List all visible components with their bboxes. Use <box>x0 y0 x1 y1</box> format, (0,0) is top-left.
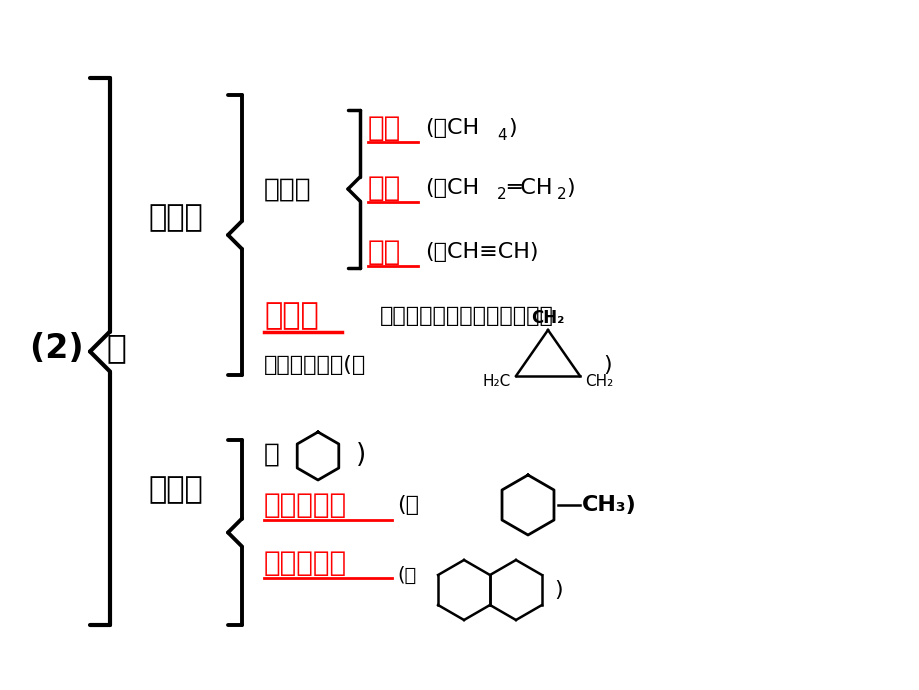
Text: CH₂: CH₂ <box>584 375 613 389</box>
Text: 烷烃: 烷烃 <box>368 114 401 142</box>
Text: (如CH≡CH): (如CH≡CH) <box>425 242 538 262</box>
Text: 2: 2 <box>496 188 506 202</box>
Text: 苯: 苯 <box>264 442 279 468</box>
Text: 环状结构的烃(如: 环状结构的烃(如 <box>264 355 366 375</box>
Text: ): ) <box>565 178 574 198</box>
Text: ): ) <box>356 442 366 468</box>
Text: 4: 4 <box>496 128 506 143</box>
Text: H₂C: H₂C <box>482 375 510 389</box>
Text: (如CH: (如CH <box>425 178 479 198</box>
Text: 炔烃: 炔烃 <box>368 238 401 266</box>
Text: (如: (如 <box>397 495 418 515</box>
Text: 脂环烃: 脂环烃 <box>264 302 318 331</box>
Text: (如: (如 <box>397 566 415 584</box>
Text: ): ) <box>507 118 516 138</box>
Text: 链状烃: 链状烃 <box>264 177 312 203</box>
Text: ): ) <box>553 580 562 600</box>
Text: CH₂: CH₂ <box>531 309 564 327</box>
Text: 苯的同系物: 苯的同系物 <box>264 491 346 519</box>
Text: (2)  烃: (2) 烃 <box>30 331 127 364</box>
Text: ═CH: ═CH <box>506 178 552 198</box>
Text: 脂肪烃: 脂肪烃 <box>148 204 202 233</box>
Text: 芳香烃: 芳香烃 <box>148 475 202 504</box>
Text: (如CH: (如CH <box>425 118 479 138</box>
Text: 2: 2 <box>556 188 566 202</box>
Text: 分子中不含苯环，而含有其他: 分子中不含苯环，而含有其他 <box>380 306 553 326</box>
Text: CH₃): CH₃) <box>582 495 636 515</box>
Text: 烯烃: 烯烃 <box>368 174 401 202</box>
Text: 稠环芳香烃: 稠环芳香烃 <box>264 549 346 577</box>
Text: ): ) <box>602 355 611 375</box>
